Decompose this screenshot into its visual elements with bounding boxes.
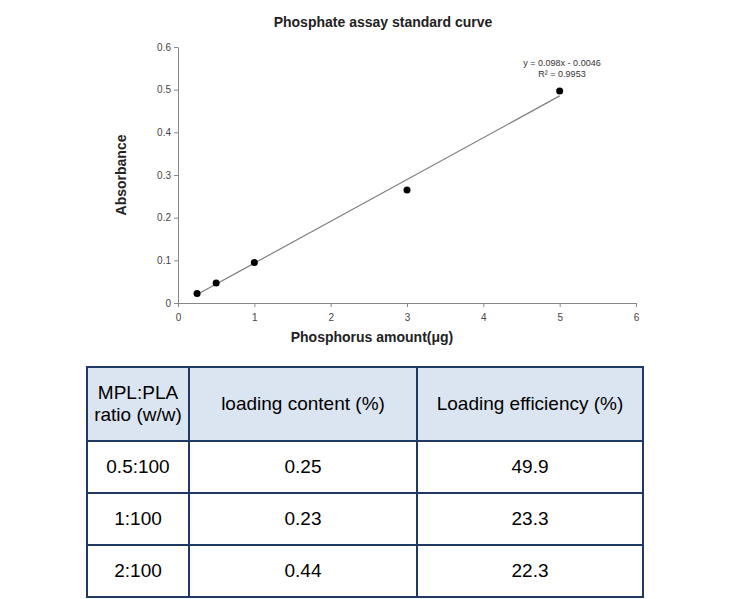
tick-mark bbox=[174, 47, 178, 48]
tick: 0 bbox=[176, 303, 182, 323]
tick: 0.1 bbox=[157, 255, 178, 266]
tick-mark bbox=[254, 303, 255, 307]
tick-mark bbox=[174, 175, 178, 176]
data-point bbox=[194, 290, 201, 297]
tick: 1 bbox=[252, 303, 258, 323]
tick-label: 0 bbox=[176, 312, 182, 323]
table-cell: 1:100 bbox=[87, 493, 189, 545]
tick-mark bbox=[174, 132, 178, 133]
tick-label: 0.4 bbox=[157, 127, 171, 138]
table-cell: 0.5:100 bbox=[87, 441, 189, 493]
tick: 0.3 bbox=[157, 170, 178, 181]
table-cell: 22.3 bbox=[417, 545, 643, 597]
tick: 0 bbox=[165, 298, 178, 309]
table-header-row: MPL:PLA ratio (w/w)loading content (%)Lo… bbox=[87, 367, 643, 441]
tick-label: 1 bbox=[252, 312, 258, 323]
tick-label: 0 bbox=[165, 298, 171, 309]
axis-line bbox=[178, 48, 179, 304]
chart-title: Phosphate assay standard curve bbox=[274, 14, 493, 30]
tick-mark bbox=[636, 303, 637, 307]
data-point bbox=[556, 87, 563, 94]
tick: 0.5 bbox=[157, 84, 178, 95]
table-row: 0.5:1000.2549.9 bbox=[87, 441, 643, 493]
data-point bbox=[404, 186, 411, 193]
data-table: MPL:PLA ratio (w/w)loading content (%)Lo… bbox=[86, 366, 644, 598]
trendline bbox=[197, 96, 560, 295]
y-axis: 0 0.1 0.2 0.3 0.4 0.5 0.6 bbox=[157, 42, 178, 309]
tick-label: 6 bbox=[634, 312, 640, 323]
tick-label: 0.2 bbox=[157, 212, 171, 223]
table-cell: 49.9 bbox=[417, 441, 643, 493]
table-cell: 23.3 bbox=[417, 493, 643, 545]
tick: 2 bbox=[328, 303, 334, 323]
tick-mark bbox=[174, 218, 178, 219]
tick-label: 0.5 bbox=[157, 84, 171, 95]
plot-marks bbox=[194, 87, 564, 297]
tick: 6 bbox=[634, 303, 640, 323]
tick-mark bbox=[407, 303, 408, 307]
tick: 3 bbox=[405, 303, 411, 323]
table-header-cell: loading content (%) bbox=[189, 367, 417, 441]
table-cell: 2:100 bbox=[87, 545, 189, 597]
tick-mark bbox=[483, 303, 484, 307]
annotation: R² = 0.9953 bbox=[538, 69, 585, 79]
tick: 4 bbox=[481, 303, 487, 323]
tick-mark bbox=[174, 260, 178, 261]
tick-mark bbox=[331, 303, 332, 307]
x-axis: 0 1 2 3 4 5 6 bbox=[176, 303, 640, 323]
tick: 0.6 bbox=[157, 42, 178, 53]
tick-label: 2 bbox=[328, 312, 334, 323]
tick-mark bbox=[560, 303, 561, 307]
tick-mark bbox=[174, 303, 178, 304]
tick: 0.2 bbox=[157, 212, 178, 223]
tick-label: 0.1 bbox=[157, 255, 171, 266]
tick-label: 3 bbox=[405, 312, 411, 323]
table-row: 2:1000.4422.3 bbox=[87, 545, 643, 597]
tick-mark bbox=[174, 90, 178, 91]
tick-label: 5 bbox=[557, 312, 563, 323]
table-cell: 0.44 bbox=[189, 545, 417, 597]
y-axis-title: Absorbance bbox=[113, 134, 129, 215]
table-row: 1:1000.2323.3 bbox=[87, 493, 643, 545]
data-point bbox=[213, 279, 220, 286]
data-point bbox=[251, 259, 258, 266]
annotation: y = 0.098x - 0.0046 bbox=[523, 58, 600, 68]
tick-label: 0.3 bbox=[157, 170, 171, 181]
tick-mark bbox=[178, 303, 179, 307]
table-cell: 0.23 bbox=[189, 493, 417, 545]
table-cell: 0.25 bbox=[189, 441, 417, 493]
tick-label: 4 bbox=[481, 312, 487, 323]
table-header-cell: MPL:PLA ratio (w/w) bbox=[87, 367, 189, 441]
x-axis-title: Phosphorus amount(μg) bbox=[291, 329, 454, 345]
table-header-cell: Loading efficiency (%) bbox=[417, 367, 643, 441]
tick: 5 bbox=[557, 303, 563, 323]
tick-label: 0.6 bbox=[157, 42, 171, 53]
tick: 0.4 bbox=[157, 127, 178, 138]
